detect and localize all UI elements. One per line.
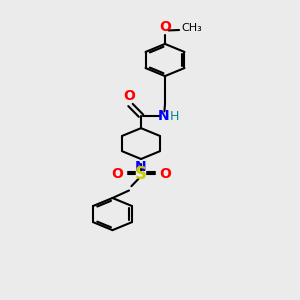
Text: O: O <box>159 167 171 182</box>
Text: O: O <box>111 167 123 182</box>
Text: O: O <box>123 89 135 103</box>
Text: H: H <box>170 110 180 123</box>
Text: CH₃: CH₃ <box>182 23 202 33</box>
Text: S: S <box>135 165 147 183</box>
Text: N: N <box>158 109 169 123</box>
Text: O: O <box>159 20 171 34</box>
Text: N: N <box>135 160 147 174</box>
